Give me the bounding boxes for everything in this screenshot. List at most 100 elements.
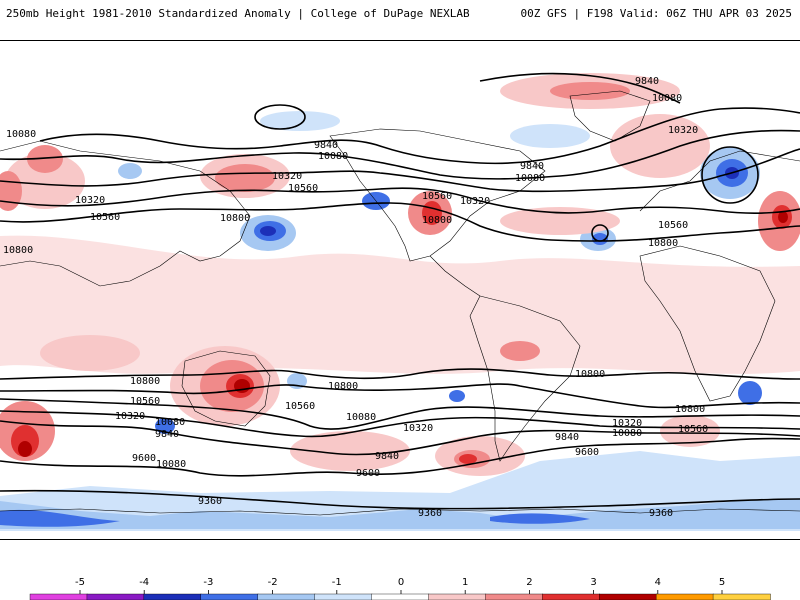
anomaly-high-asia-core (215, 164, 275, 192)
contour-label: 9360 (649, 508, 673, 519)
anomaly-low-arctic-1 (260, 111, 340, 131)
contour-label: 10800 (648, 238, 678, 249)
colorbar-tick-label: -3 (203, 577, 213, 588)
contour-10800-south (0, 368, 800, 380)
contour-label: 10320 (460, 196, 490, 207)
contour-label: 9840 (635, 76, 659, 87)
contour-9360-south (0, 489, 800, 510)
contour-label: 10800 (220, 213, 250, 224)
contour-label: 10080 (155, 417, 185, 428)
contour-10080-north (0, 129, 800, 180)
colorbar-swatch (712, 593, 771, 600)
contour-closed-low-europe (701, 146, 759, 204)
contour-label: 10560 (130, 396, 160, 407)
anomaly-low-pacific-center (260, 226, 276, 236)
colorbar-swatch (200, 593, 259, 600)
anomaly-high-southpac (290, 431, 410, 471)
colorbar-tick-label: 2 (526, 577, 532, 588)
contour-label: 10800 (130, 376, 160, 387)
contour-10800-north (0, 202, 800, 242)
colorbar-tick-label: 1 (462, 577, 468, 588)
anomaly-high-europe-east-center (778, 211, 788, 223)
colorbar-ticks: -5 -4 -3 -2 -1 0 1 2 3 4 5 (75, 577, 725, 594)
colorbar-tick-label: 4 (655, 577, 661, 588)
contour-labels: 10080 9840 10080 10320 10560 10800 9840 … (3, 76, 708, 519)
contour-label: 10560 (285, 401, 315, 412)
colorbar-swatch (86, 593, 145, 600)
contour-9840-north (39, 107, 800, 165)
map-title: 250mb Height 1981-2010 Standardized Anom… (6, 7, 470, 20)
colorbar-tick-label: 5 (719, 577, 725, 588)
positive-anomaly-shading (0, 73, 800, 476)
anomaly-high-greenland (610, 114, 710, 178)
coast-australia (181, 350, 271, 427)
colorbar-tick-label: -1 (332, 577, 342, 588)
coast-south-america (469, 295, 581, 462)
coast-central-america (429, 255, 481, 297)
contour-label: 10320 (403, 423, 433, 434)
colorbar-swatch (371, 593, 430, 600)
contour-9600-south (0, 437, 800, 477)
anomaly-high-southwest-center (18, 441, 32, 457)
contour-label: 10800 (422, 215, 452, 226)
contour-10320-south (0, 398, 800, 430)
anomaly-low-indian (738, 381, 762, 405)
contour-label: 10800 (675, 404, 705, 415)
contour-label: 10320 (115, 411, 145, 422)
anomaly-low-northpac (118, 163, 142, 179)
anomaly-high-westasia (5, 153, 85, 209)
coast-north-america (329, 128, 546, 262)
colorbar-tick-label: -5 (75, 577, 85, 588)
colorbar-tick-label: 0 (398, 577, 404, 588)
coast-greenland (569, 90, 651, 142)
contour-label: 9840 (314, 140, 338, 151)
anomaly-low-southpac (155, 418, 175, 434)
contour-label: 9360 (198, 496, 222, 507)
contour-closed-low-atlantic (591, 224, 609, 242)
anomaly-high-indian-ocean (40, 335, 140, 371)
coast-africa (639, 245, 776, 402)
anomaly-southern-band-inner (0, 499, 800, 529)
anomaly-high-southindian (660, 415, 720, 447)
colorbar-swatch (655, 593, 714, 600)
contour-label: 10080 (346, 412, 376, 423)
anomaly-tropical-band (0, 235, 800, 374)
anomaly-map: 10080 9840 10080 10320 10560 10800 9840 … (0, 72, 800, 531)
height-contours (0, 72, 800, 510)
colorbar-tick-label: -4 (139, 577, 149, 588)
anomaly-low-arctic-2 (510, 124, 590, 148)
colorbar: -5 -4 -3 -2 -1 0 1 2 3 4 5 (29, 577, 771, 600)
colorbar-swatch (29, 593, 88, 600)
anomaly-low-atlantic-core (592, 233, 608, 245)
anomaly-high-southatl-center (459, 454, 477, 464)
contour-label: 9360 (418, 508, 442, 519)
contour-closed-low-arctic (254, 104, 306, 130)
header: 250mb Height 1981-2010 Standardized Anom… (0, 0, 800, 40)
contour-9840-arctic (479, 72, 681, 104)
colorbar-swatch (485, 593, 544, 600)
contour-label: 9840 (520, 161, 544, 172)
contour-label: 9840 (155, 429, 179, 440)
colorbar-swatch (599, 593, 657, 600)
map-panel: 10080 9840 10080 10320 10560 10800 9840 … (0, 40, 800, 540)
contour-10560-south (0, 383, 800, 409)
contour-label: 10320 (612, 418, 642, 429)
contour-label: 10560 (678, 424, 708, 435)
anomaly-low-southatl (449, 390, 465, 402)
colorbar-tick-label: 3 (590, 577, 596, 588)
contour-label: 9600 (132, 453, 156, 464)
contour-label: 10320 (668, 125, 698, 136)
anomaly-high-atlantic (500, 207, 620, 235)
contour-9840-south (0, 420, 800, 456)
contour-label: 10560 (288, 183, 318, 194)
contour-label: 10560 (422, 191, 452, 202)
coast-europe (639, 150, 800, 212)
contour-label: 10800 (3, 245, 33, 256)
contour-10320-north (0, 148, 800, 193)
contour-label: 10320 (75, 195, 105, 206)
colorbar-swatches (29, 593, 771, 600)
contour-label: 10080 (156, 459, 186, 470)
contour-label: 10800 (328, 381, 358, 392)
contour-label: 10080 (652, 93, 682, 104)
colorbar-swatch (542, 593, 600, 600)
